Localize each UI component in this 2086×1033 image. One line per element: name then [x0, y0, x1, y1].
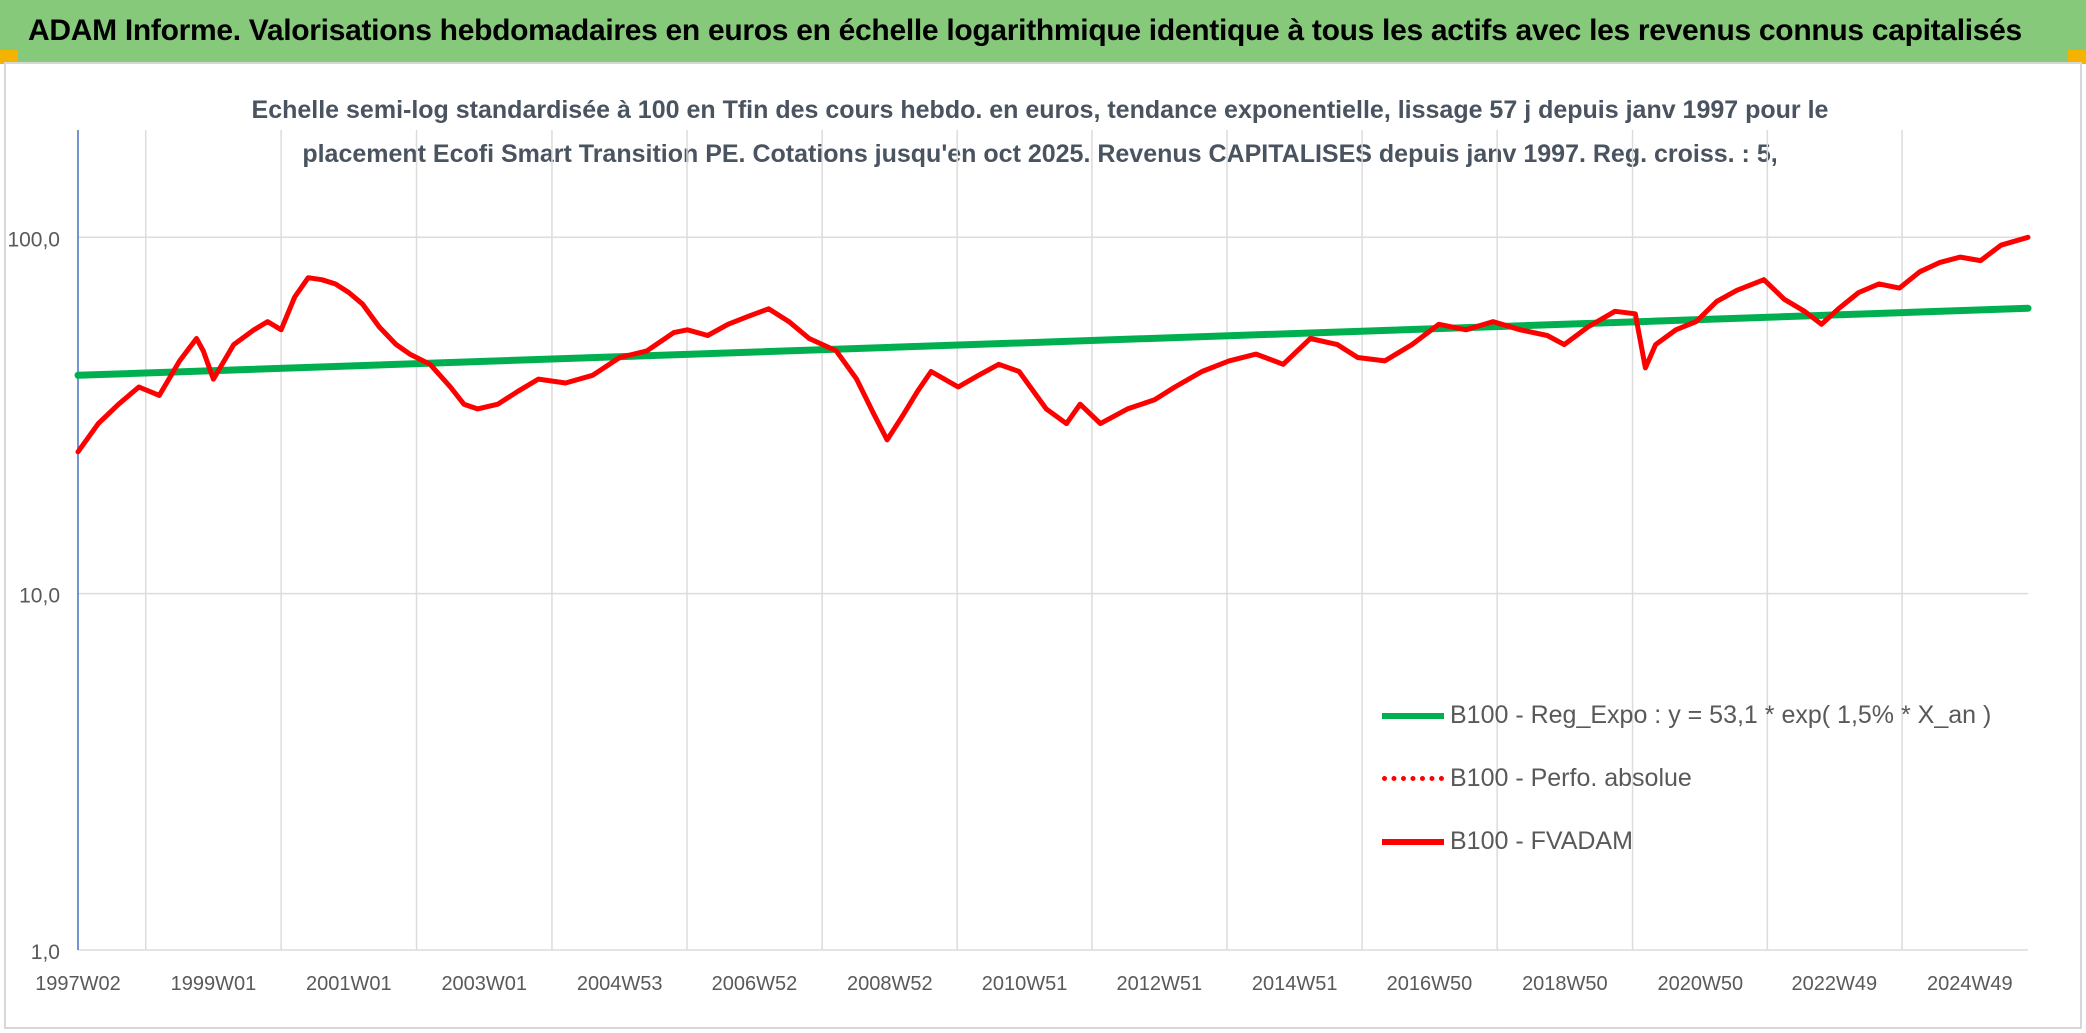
y-tick-label: 1,0 [31, 941, 60, 964]
x-tick-label: 2024W49 [1927, 973, 2013, 995]
x-tick-label: 2006W52 [712, 973, 798, 995]
chart-title: Echelle semi-log standardisée à 100 en T… [250, 88, 1830, 176]
x-tick-label: 2010W51 [982, 973, 1068, 995]
x-tick-label: 2022W49 [1792, 973, 1878, 995]
legend-swatch-red [1382, 838, 1444, 845]
legend-swatch-red-dotted [1382, 776, 1444, 781]
chart-legend: B100 - Reg_Expo : y = 53,1 * exp( 1,5% *… [1382, 684, 1991, 873]
x-tick-label: 2018W50 [1522, 973, 1608, 995]
chart-frame [4, 62, 2082, 1029]
x-tick-label: 2012W51 [1116, 973, 1202, 995]
chart-title-line-1: Echelle semi-log standardisée à 100 en T… [251, 96, 1829, 124]
legend-item-perfo-absolue: B100 - Perfo. absolue [1382, 747, 1991, 810]
x-tick-label: 2016W50 [1387, 973, 1473, 995]
legend-swatch-green [1382, 712, 1444, 719]
chart-title-line-2: placement Ecofi Smart Transition PE. Cot… [302, 140, 1778, 168]
header-banner: ADAM Informe. Valorisations hebdomadaire… [0, 0, 2086, 62]
y-tick-label: 100,0 [7, 228, 60, 251]
corner-marker-left [0, 50, 18, 64]
legend-label-perfo-absolue: B100 - Perfo. absolue [1450, 764, 1692, 792]
x-tick-label: 2014W51 [1252, 973, 1338, 995]
series-line-fvadam [75, 234, 2031, 455]
legend-item-reg-expo: B100 - Reg_Expo : y = 53,1 * exp( 1,5% *… [1382, 684, 1991, 747]
x-tick-label: 2020W50 [1657, 973, 1743, 995]
legend-label-reg-expo: B100 - Reg_Expo : y = 53,1 * exp( 1,5% *… [1450, 701, 1992, 729]
x-tick-label: 2008W52 [847, 973, 933, 995]
series-line-reg-expo [74, 304, 2032, 379]
report-title: ADAM Informe. Valorisations hebdomadaire… [28, 14, 2022, 47]
legend-item-fvadam: B100 - FVADAM [1382, 810, 1991, 873]
legend-label-fvadam: B100 - FVADAM [1450, 827, 1633, 855]
x-tick-label: 2001W01 [306, 973, 392, 995]
x-tick-label: 2003W01 [441, 973, 527, 995]
x-tick-label: 2004W53 [577, 973, 663, 995]
x-tick-label: 1999W01 [171, 973, 257, 995]
x-tick-label: 1997W02 [35, 973, 121, 995]
y-tick-label: 10,0 [19, 585, 60, 608]
corner-marker-right [2068, 50, 2086, 64]
